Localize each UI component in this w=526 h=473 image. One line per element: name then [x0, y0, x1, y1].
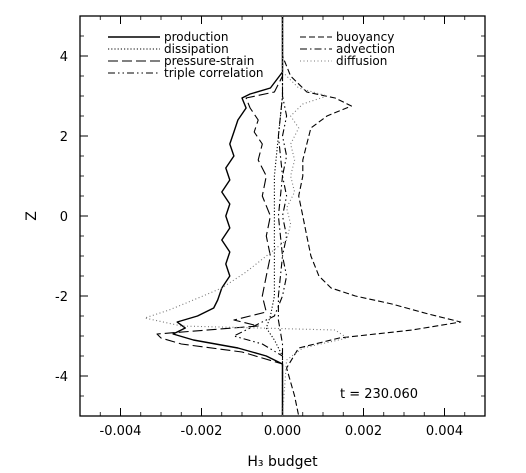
- x-tick-label: -0.004: [100, 424, 142, 439]
- y-tick-label: -2: [55, 290, 68, 305]
- legend-label: pressure-strain: [164, 54, 254, 68]
- y-tick-label: 2: [60, 130, 68, 145]
- series-line-buoyancy: [281, 16, 462, 417]
- y-tick-label: 0: [60, 210, 68, 225]
- y-tick-label: 4: [60, 50, 68, 65]
- series-line-diffusion: [144, 16, 348, 417]
- x-tick-label: 0.002: [345, 424, 382, 439]
- x-axis-title: H₃ budget: [247, 454, 318, 470]
- y-tick-label: -4: [55, 370, 68, 385]
- series-line-advection: [277, 16, 284, 416]
- time-annotation: t = 230.060: [340, 387, 418, 402]
- x-tick-label: -0.002: [181, 424, 223, 439]
- legend-label: diffusion: [336, 54, 387, 68]
- legend-label: production: [164, 30, 228, 44]
- x-tick-label: 0.004: [426, 424, 463, 439]
- legend-label: buoyancy: [336, 30, 394, 44]
- series-line-pressure-strain: [156, 16, 284, 416]
- y-axis-title: Z: [24, 211, 40, 221]
- legend-label: dissipation: [164, 42, 229, 56]
- series-line-production: [172, 16, 284, 416]
- legend-label: advection: [336, 42, 395, 56]
- legend-label: triple correlation: [164, 66, 264, 80]
- x-tick-label: 0.000: [264, 424, 301, 439]
- series-line-triple-correlation: [233, 16, 288, 416]
